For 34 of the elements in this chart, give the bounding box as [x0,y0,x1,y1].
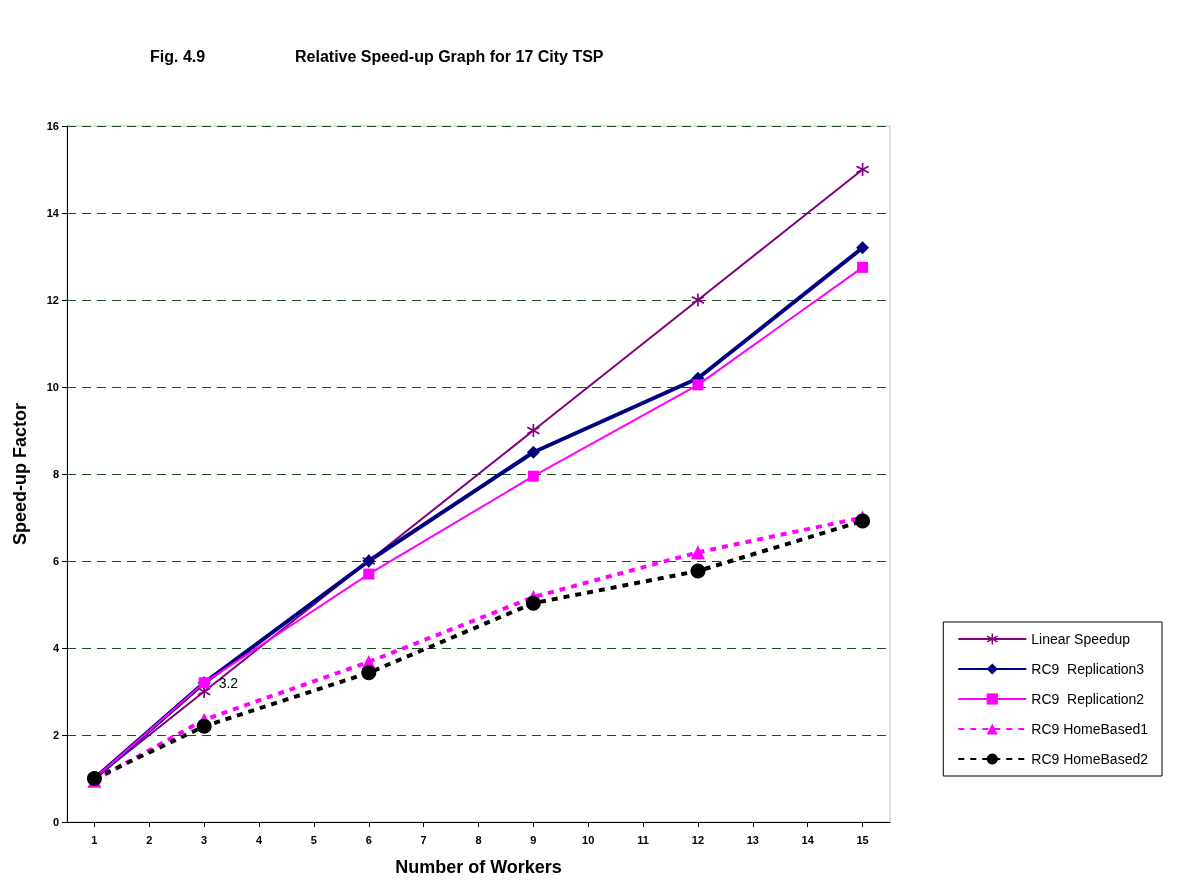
y-tick-label: 16 [46,120,59,132]
x-tick-label: 12 [691,833,705,846]
x-tick-label: 11 [637,833,649,846]
y-tick-label: 6 [52,555,59,567]
y-tick-label: 8 [52,468,59,480]
legend-label: RC9 HomeBased1 [1031,721,1149,737]
legend-label: RC9 Replication3 [1031,661,1145,677]
y-tick-label: 10 [46,381,59,393]
x-tick-label: 9 [530,833,537,846]
legend-label: Linear Speedup [1031,631,1131,647]
x-tick-label: 5 [310,833,317,846]
x-tick-label: 7 [420,833,427,846]
y-tick-label: 2 [52,729,59,741]
y-axis-title: Speed-up Factor [10,402,30,546]
y-tick-label: 0 [52,816,59,828]
legend-label: RC9 HomeBased2 [1031,751,1149,767]
x-tick-label: 2 [146,833,153,846]
x-tick-label: 10 [582,833,595,846]
x-tick-label: 14 [801,833,815,846]
y-tick-label: 12 [46,294,59,306]
data-label: 3.2 [218,674,239,691]
x-tick-label: 15 [856,833,869,846]
x-tick-label: 1 [91,833,98,846]
x-axis-title: Number of Workers [395,857,562,877]
x-tick-label: 3 [201,833,208,846]
x-tick-label: 13 [746,833,759,846]
x-tick-label: 6 [365,833,372,846]
chart-subtitle: Relative Speed-up Graph for 17 City TSP [295,47,604,65]
legend-label: RC9 Replication2 [1031,691,1145,707]
chart-title: Fig. 4.9 [150,47,206,65]
y-tick-label: 4 [52,642,60,654]
y-tick-label: 14 [46,207,60,219]
x-tick-label: 4 [255,833,263,846]
x-tick-label: 8 [475,833,482,846]
